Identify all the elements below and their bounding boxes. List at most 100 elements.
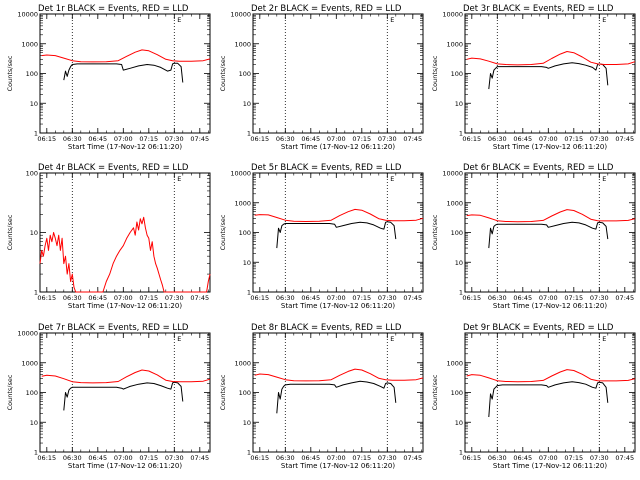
- x-tick-label: 07:00: [539, 294, 558, 302]
- x-tick-label: 07:00: [114, 135, 133, 143]
- x-axis-label: Start Time (17-Nov-12 06:11:20): [68, 462, 182, 470]
- flag-label: E: [390, 175, 394, 183]
- panel-det-1r: Det 1r BLACK = Events, RED = LLD 1 10 100 10…: [6, 4, 211, 151]
- y-tick-label: 1: [459, 449, 463, 457]
- panel-det-9r: Det 9r BLACK = Events, RED = LLD 1 10 100 10…: [431, 323, 636, 470]
- y-tick-label: 10000: [442, 11, 463, 19]
- y-tick-label: 100: [26, 170, 38, 178]
- y-tick-label: 100: [451, 70, 463, 78]
- x-tick-label: 06:45: [88, 135, 107, 143]
- x-tick-label: 07:00: [539, 135, 558, 143]
- panel-title: Det 9r BLACK = Events, RED = LLD: [463, 323, 614, 333]
- x-tick-label: 07:30: [590, 454, 609, 462]
- x-tick-label: 06:45: [88, 294, 107, 302]
- y-tick-label: 1000: [234, 199, 251, 207]
- axes-frame: [252, 13, 424, 134]
- y-axis-label: Counts/sec: [6, 374, 14, 410]
- y-tick-label: 1: [247, 130, 251, 138]
- panel-title: Det 1r BLACK = Events, RED = LLD: [38, 4, 189, 14]
- x-tick-label: 07:45: [190, 135, 209, 143]
- x-axis-label: Start Time (17-Nov-12 06:11:20): [281, 462, 395, 470]
- x-tick-label: 06:15: [250, 294, 269, 302]
- panel-title: Det 6r BLACK = Events, RED = LLD: [463, 163, 614, 173]
- x-tick-label: 07:15: [564, 454, 583, 462]
- x-tick-label: 07:00: [539, 454, 558, 462]
- y-tick-label: 1: [459, 130, 463, 138]
- series-line-lld: [466, 51, 636, 66]
- series-line-lld: [41, 49, 211, 63]
- x-tick-label: 06:30: [488, 454, 507, 462]
- y-tick-label: 10: [243, 100, 251, 108]
- x-tick-label: 06:30: [276, 454, 295, 462]
- panel-title: Det 4r BLACK = Events, RED = LLD: [38, 163, 189, 173]
- y-tick-label: 10000: [17, 330, 38, 338]
- x-tick-label: 06:45: [301, 454, 320, 462]
- series-line-lld: [466, 369, 636, 383]
- flag-label: E: [390, 16, 394, 24]
- flag-label: E: [602, 335, 606, 343]
- y-tick-label: 1: [247, 289, 251, 297]
- flag-label: E: [602, 175, 606, 183]
- x-axis-label: Start Time (17-Nov-12 06:11:20): [68, 143, 182, 151]
- y-tick-label: 1: [34, 449, 38, 457]
- x-tick-label: 06:30: [276, 135, 295, 143]
- x-tick-label: 06:30: [488, 135, 507, 143]
- panel-title: Det 7r BLACK = Events, RED = LLD: [38, 323, 189, 333]
- x-tick-label: 07:00: [114, 454, 133, 462]
- x-tick-label: 07:00: [327, 454, 346, 462]
- y-axis-label: Counts/sec: [6, 214, 14, 250]
- y-tick-label: 10: [455, 100, 463, 108]
- panel-det-7r: Det 7r BLACK = Events, RED = LLD 1 10 100 10…: [6, 323, 211, 470]
- series-line-events: [276, 221, 397, 249]
- x-tick-label: 06:15: [37, 454, 56, 462]
- series-line-events: [63, 381, 184, 411]
- y-tick-label: 10: [30, 100, 38, 108]
- series-line-lld: [254, 368, 424, 382]
- x-tick-label: 07:45: [403, 135, 422, 143]
- x-tick-label: 06:30: [63, 454, 82, 462]
- x-tick-label: 07:30: [165, 294, 184, 302]
- x-axis-label: Start Time (17-Nov-12 06:11:20): [281, 302, 395, 310]
- x-tick-label: 06:15: [462, 135, 481, 143]
- x-tick-label: 06:15: [462, 454, 481, 462]
- y-tick-label: 1: [34, 130, 38, 138]
- y-tick-label: 100: [239, 70, 251, 78]
- y-tick-label: 10: [455, 419, 463, 427]
- x-tick-label: 07:45: [615, 135, 634, 143]
- flag-label: E: [390, 335, 394, 343]
- x-tick-label: 07:45: [190, 454, 209, 462]
- x-tick-label: 07:15: [564, 135, 583, 143]
- x-tick-label: 07:15: [139, 454, 158, 462]
- y-tick-label: 10: [30, 419, 38, 427]
- y-tick-label: 1: [459, 289, 463, 297]
- y-axis-label: Counts/sec: [431, 214, 439, 250]
- x-tick-label: 07:30: [378, 294, 397, 302]
- series-line-events: [488, 221, 609, 249]
- x-tick-label: 06:45: [88, 454, 107, 462]
- flag-label: E: [602, 16, 606, 24]
- panel-det-3r: Det 3r BLACK = Events, RED = LLD 1 10 100 10…: [431, 4, 636, 151]
- y-axis-label: Counts/sec: [219, 374, 227, 410]
- y-tick-label: 10000: [230, 11, 251, 19]
- panel-title: Det 8r BLACK = Events, RED = LLD: [251, 323, 402, 333]
- y-tick-label: 10: [30, 229, 38, 237]
- x-axis-label: Start Time (17-Nov-12 06:11:20): [493, 462, 607, 470]
- y-tick-label: 100: [26, 70, 38, 78]
- x-axis-label: Start Time (17-Nov-12 06:11:20): [493, 143, 607, 151]
- x-tick-label: 07:15: [139, 135, 158, 143]
- y-axis-label: Counts/sec: [431, 374, 439, 410]
- panel-det-2r: Det 2r BLACK = Events, RED = LLD 1 10 100 10…: [219, 4, 424, 151]
- y-tick-label: 10: [243, 419, 251, 427]
- x-axis-label: Start Time (17-Nov-12 06:11:20): [281, 143, 395, 151]
- y-axis-label: Counts/sec: [6, 55, 14, 91]
- x-tick-label: 07:45: [403, 294, 422, 302]
- y-tick-label: 100: [239, 229, 251, 237]
- series-line-events: [488, 62, 609, 90]
- y-tick-label: 1000: [234, 40, 251, 48]
- y-tick-label: 1000: [446, 199, 463, 207]
- flag-label: E: [177, 16, 181, 24]
- x-tick-label: 06:15: [250, 454, 269, 462]
- x-tick-label: 07:45: [403, 454, 422, 462]
- x-tick-label: 07:45: [615, 454, 634, 462]
